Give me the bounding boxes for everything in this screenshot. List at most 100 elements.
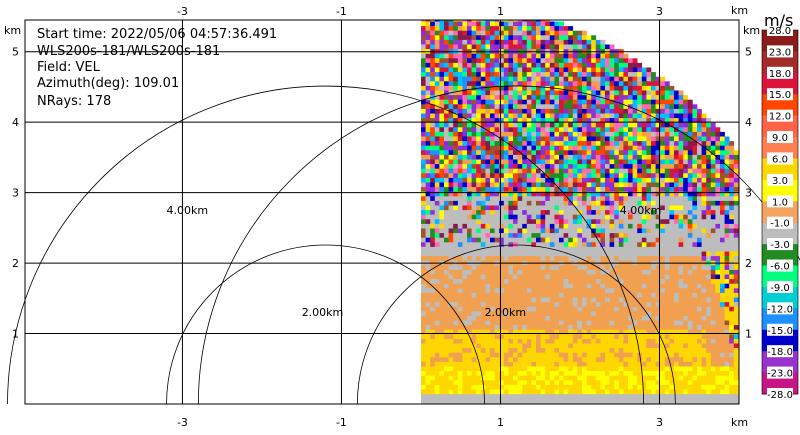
data-cell <box>651 173 656 179</box>
data-cell <box>517 21 523 27</box>
data-cell <box>733 223 739 229</box>
data-cell <box>591 325 597 330</box>
data-cell <box>434 338 440 344</box>
data-cell <box>508 136 514 142</box>
data-cell <box>490 269 495 275</box>
data-cell <box>651 219 656 225</box>
data-cell <box>614 325 620 330</box>
data-cell <box>421 150 426 156</box>
data-cell <box>582 72 587 77</box>
data-cell <box>508 338 514 344</box>
data-cell <box>660 154 666 160</box>
data-cell <box>660 233 666 238</box>
data-cell <box>637 177 643 183</box>
data-cell <box>674 145 679 151</box>
data-cell <box>559 237 564 243</box>
data-cell <box>701 292 707 298</box>
data-cell <box>591 44 597 50</box>
data-cell <box>499 131 505 137</box>
data-cell <box>600 159 606 165</box>
data-cell <box>697 283 702 289</box>
data-cell <box>503 265 509 271</box>
data-cell <box>485 12 490 17</box>
data-cell <box>600 122 606 128</box>
data-cell <box>540 191 546 197</box>
data-cell <box>554 145 560 151</box>
data-cell <box>467 136 472 142</box>
data-cell <box>651 72 656 77</box>
data-cell <box>660 118 666 123</box>
data-cell <box>425 246 431 252</box>
data-cell <box>669 104 675 110</box>
data-cell <box>678 315 684 321</box>
data-cell <box>632 311 638 317</box>
data-cell <box>651 85 656 91</box>
data-cell <box>434 81 440 87</box>
data-cell <box>563 44 569 50</box>
data-cell <box>568 39 574 45</box>
data-cell <box>476 35 482 41</box>
data-cell <box>522 256 528 261</box>
data-cell <box>471 233 477 238</box>
data-cell <box>609 136 615 142</box>
data-cell <box>476 182 482 188</box>
data-cell <box>660 191 666 197</box>
data-cell <box>531 127 537 133</box>
data-cell <box>720 306 725 312</box>
data-cell <box>678 306 684 312</box>
data-cell <box>757 178 762 183</box>
data-cell <box>710 288 716 294</box>
data-cell <box>421 8 426 13</box>
data-cell <box>582 67 587 73</box>
data-cell <box>425 113 431 119</box>
data-cell <box>540 21 546 27</box>
data-cell <box>660 223 666 229</box>
data-cell <box>687 108 693 114</box>
data-cell <box>715 223 721 229</box>
data-cell <box>651 76 656 82</box>
data-cell <box>485 311 491 317</box>
data-cell <box>632 154 638 160</box>
data-cell <box>503 228 509 234</box>
data-cell <box>485 145 491 151</box>
data-cell <box>513 104 518 110</box>
data-cell <box>480 58 486 64</box>
data-cell <box>517 279 523 284</box>
data-cell <box>453 325 459 330</box>
data-cell <box>421 205 426 211</box>
data-cell <box>669 182 675 188</box>
data-cell <box>540 177 546 183</box>
data-cell <box>526 26 532 31</box>
data-cell <box>692 113 698 119</box>
data-cell <box>439 168 445 174</box>
data-cell <box>540 265 546 271</box>
data-cell <box>480 283 486 289</box>
data-cell <box>448 182 454 188</box>
data-cell <box>508 104 514 110</box>
data-cell <box>609 168 615 174</box>
data-cell <box>476 81 482 87</box>
data-cell <box>508 95 514 100</box>
data-cell <box>660 329 666 335</box>
data-cell <box>439 325 445 330</box>
data-cell <box>554 205 560 211</box>
data-cell <box>651 279 656 284</box>
data-cell <box>651 118 656 123</box>
data-cell <box>559 104 564 110</box>
data-cell <box>586 214 592 220</box>
data-cell <box>568 81 574 87</box>
data-cell <box>531 118 537 123</box>
data-cell <box>554 283 560 289</box>
data-cell <box>425 104 431 110</box>
data-cell <box>757 183 762 188</box>
data-cell <box>439 311 445 317</box>
data-cell <box>720 329 725 335</box>
data-cell <box>637 76 643 82</box>
data-cell <box>660 145 666 151</box>
data-cell <box>724 338 730 344</box>
data-cell <box>572 223 578 229</box>
data-cell <box>513 39 518 45</box>
data-cell <box>494 228 500 234</box>
data-cell <box>600 154 606 160</box>
data-cell <box>605 99 610 105</box>
